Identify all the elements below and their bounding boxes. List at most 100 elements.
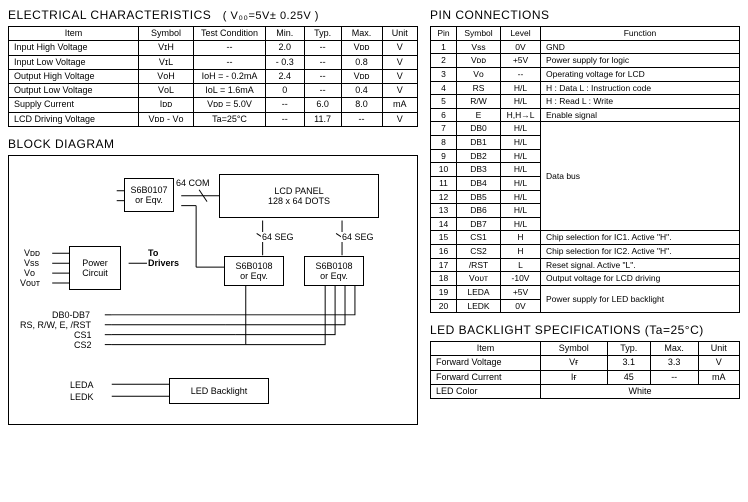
elec-header: Max. [341,27,382,41]
table-cell: -- [501,67,541,81]
table-cell: H/L [501,122,541,136]
table-cell: 13 [431,204,457,218]
table-row: Output Low VoltageVᴏLIᴏL = 1.6mA0--0.4V [9,84,418,98]
table-row: 15CS1HChip selection for IC1. Active "H"… [431,231,740,245]
table-cell: 15 [431,231,457,245]
table-cell: 11.7 [304,112,341,126]
pins-table: PinSymbolLevelFunction 1Vss0VGND2Vᴅᴅ+5VP… [430,26,740,313]
table-row: LED ColorWhite [431,384,740,398]
table-cell: CS2 [457,245,501,259]
table-cell: 10 [431,163,457,177]
table-cell: -- [341,112,382,126]
table-cell: 14 [431,217,457,231]
table-cell: RS [457,81,501,95]
elec-title: ELECTRICAL CHARACTERISTICS ( V₀₀=5V± 0.2… [8,8,418,22]
table-cell: 20 [431,299,457,313]
block-diagram: S6B0107 or Eqv. LCD PANEL 128 x 64 DOTS … [8,155,418,425]
table-cell: V [382,112,418,126]
table-row: 5R/WH/LH : Read L : Write [431,95,740,109]
led-header: Unit [698,342,739,356]
elec-table: ItemSymbolTest ConditionMin.Typ.Max.Unit… [8,26,418,127]
table-row: Forward VoltageVғ3.13.3V [431,356,740,370]
table-cell: 6.0 [304,98,341,112]
table-cell: -- [304,69,341,83]
blk-lcd-panel: LCD PANEL 128 x 64 DOTS [219,174,379,218]
lbl-vdd: Vᴅᴅ [23,248,41,258]
block-title: BLOCK DIAGRAM [8,137,418,151]
table-row: 2Vᴅᴅ+5VPower supply for logic [431,54,740,68]
table-cell: H/L [501,95,541,109]
table-cell: DB6 [457,204,501,218]
table-cell: Chip selection for IC2. Active "H". [541,245,740,259]
led-header: Item [431,342,541,356]
table-cell: VᴏL [139,84,194,98]
table-cell: Vᴅᴅ = 5.0V [194,98,266,112]
led-header: Max. [650,342,698,356]
table-row: Input Low VoltageVɪL--- 0.3--0.8V [9,55,418,69]
blk-power: Power Circuit [69,246,121,290]
table-cell: LEDA [457,285,501,299]
table-cell: Vᴅᴅ [341,41,382,55]
lbl-ledk: LEDK [69,392,95,402]
table-row: 19LEDA+5VPower supply for LED backlight [431,285,740,299]
table-cell: 19 [431,285,457,299]
table-cell: H/L [501,204,541,218]
table-cell: VɪH [139,41,194,55]
blk-s6b0108-a: S6B0108 or Eqv. [224,256,284,286]
pins-title: PIN CONNECTIONS [430,8,740,22]
table-row: 1Vss0VGND [431,40,740,54]
table-cell: L [501,258,541,272]
elec-header: Min. [266,27,305,41]
table-row: 6EH,H→LEnable signal [431,108,740,122]
table-cell: 6 [431,108,457,122]
table-cell: H/L [501,149,541,163]
elec-header: Unit [382,27,418,41]
table-cell: Chip selection for IC1. Active "H". [541,231,740,245]
blk-s6b0107: S6B0107 or Eqv. [124,178,174,212]
table-cell: -- [650,370,698,384]
table-cell: Vᴅᴅ [341,69,382,83]
lbl-64com: 64 COM [175,178,211,188]
table-cell: DB2 [457,149,501,163]
table-cell: Forward Current [431,370,541,384]
table-cell: Forward Voltage [431,356,541,370]
table-cell: Output voltage for LCD driving [541,272,740,286]
table-cell: +5V [501,285,541,299]
elec-header: Typ. [304,27,341,41]
table-cell: V [382,41,418,55]
table-cell: V [382,69,418,83]
table-cell: V [382,55,418,69]
lbl-vout: Vᴏᴜᴛ [19,278,41,288]
table-cell: 2.0 [266,41,305,55]
table-cell: 9 [431,149,457,163]
lbl-leda: LEDA [69,380,95,390]
table-cell: -- [194,55,266,69]
table-cell: 11 [431,176,457,190]
table-cell: H/L [501,190,541,204]
led-header: Symbol [541,342,608,356]
table-cell: -- [266,112,305,126]
table-cell: 16 [431,245,457,259]
table-cell: DB0 [457,122,501,136]
table-cell: Power supply for logic [541,54,740,68]
table-cell: Vғ [541,356,608,370]
table-cell: Input Low Voltage [9,55,139,69]
table-cell: H/L [501,163,541,177]
table-row: Input High VoltageVɪH--2.0--VᴅᴅV [9,41,418,55]
table-row: 3Vᴏ--Operating voltage for LCD [431,67,740,81]
table-cell: -- [304,55,341,69]
table-cell: 3.3 [650,356,698,370]
table-cell: H/L [501,217,541,231]
table-cell: DB7 [457,217,501,231]
table-cell: GND [541,40,740,54]
table-cell: 3.1 [607,356,650,370]
table-cell: Power supply for LED backlight [541,285,740,312]
table-cell: 12 [431,190,457,204]
table-cell: 4 [431,81,457,95]
lbl-64seg-b: 64 SEG [341,232,375,242]
table-cell: 0.4 [341,84,382,98]
table-cell: DB3 [457,163,501,177]
table-cell: 17 [431,258,457,272]
elec-header: Item [9,27,139,41]
table-row: Supply CurrentIᴅᴅVᴅᴅ = 5.0V--6.08.0mA [9,98,418,112]
